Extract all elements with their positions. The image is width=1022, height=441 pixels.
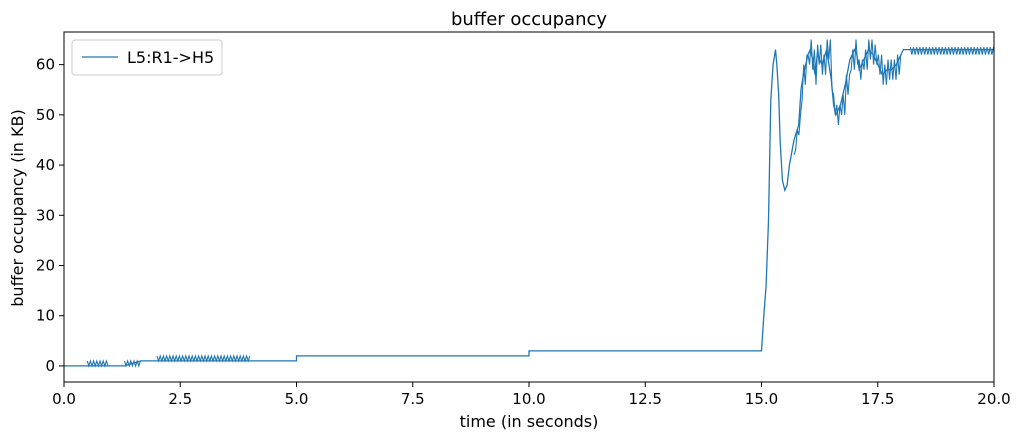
y-axis-label: buffer occupancy (in KB) <box>8 109 27 306</box>
x-tick-label: 15.0 <box>745 390 778 408</box>
y-tick-label: 10 <box>36 307 55 325</box>
axis-ticks: 0.0 2.5 5.0 7.5 10.0 12.5 15.0 17.5 20.0 0 10 20 30 4… <box>36 56 1011 408</box>
series-jitter-band <box>793 54 808 156</box>
x-tick-label: 12.5 <box>629 390 662 408</box>
series-jitter-band <box>156 354 251 363</box>
series-jitter-band <box>909 46 995 55</box>
x-tick-label: 20.0 <box>977 390 1010 408</box>
x-tick-label: 2.5 <box>168 390 192 408</box>
plot-area <box>64 39 995 368</box>
series-jitter-band <box>807 39 902 125</box>
x-tick-label: 17.5 <box>861 390 894 408</box>
x-tick-label: 7.5 <box>401 390 425 408</box>
y-tick-label: 60 <box>36 56 55 74</box>
plot-frame <box>63 31 995 383</box>
x-tick-label: 5.0 <box>285 390 309 408</box>
y-tick-label: 40 <box>36 156 55 174</box>
y-tick-label: 0 <box>45 357 55 375</box>
legend-entry-label: L5:R1->H5 <box>127 48 214 67</box>
chart-title: buffer occupancy <box>451 9 607 30</box>
y-tick-label: 30 <box>36 206 55 224</box>
y-tick-label: 50 <box>36 106 55 124</box>
series-jitter-band <box>123 359 141 368</box>
series-jitter-band <box>86 359 109 368</box>
x-tick-label: 10.0 <box>512 390 545 408</box>
series-line-L5-R1-H5 <box>64 47 994 367</box>
legend: L5:R1->H5 <box>71 39 223 76</box>
legend-box <box>71 39 223 76</box>
x-axis-label: time (in seconds) <box>460 412 599 431</box>
y-tick-label: 20 <box>36 257 55 275</box>
x-tick-label: 0.0 <box>52 390 76 408</box>
